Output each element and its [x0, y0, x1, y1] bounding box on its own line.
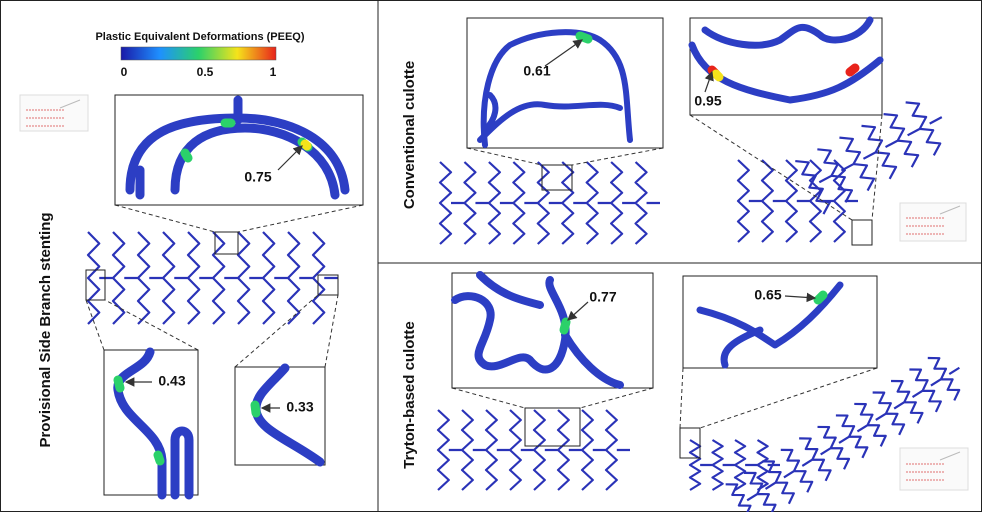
stent — [440, 162, 660, 244]
inset: 0.61 — [467, 18, 663, 148]
figure: Plastic Equivalent Deformations (PEEQ) 0… — [0, 0, 982, 512]
colorbar — [121, 47, 276, 60]
inset: 0.43 — [104, 350, 198, 495]
annotation: 0.77 — [589, 289, 616, 305]
stent — [438, 410, 630, 490]
thumbnail — [20, 95, 88, 131]
thumbnail — [900, 203, 966, 241]
colorbar-label: 0.5 — [197, 65, 214, 79]
annotation: 0.61 — [523, 63, 550, 79]
annotation: 0.95 — [694, 93, 721, 109]
inset: 0.95 — [690, 18, 882, 115]
colorbar-label: 1 — [270, 65, 277, 79]
inset: 0.77 — [452, 273, 653, 388]
thumbnail — [900, 448, 968, 490]
annotation: 0.43 — [158, 373, 185, 389]
panel-label: Tryton-based culotte — [401, 321, 418, 469]
stent — [738, 160, 858, 242]
colorbar-title: Plastic Equivalent Deformations (PEEQ) — [95, 31, 304, 43]
annotation: 0.33 — [286, 399, 313, 415]
inset: 0.65 — [683, 276, 877, 368]
annotation: 0.75 — [244, 169, 271, 185]
panel-label: Conventional culotte — [401, 61, 418, 209]
inset: 0.75 — [115, 95, 363, 205]
panel-label: Provisional Side Branch stenting — [37, 212, 54, 447]
colorbar-label: 0 — [121, 65, 128, 79]
inset: 0.33 — [235, 367, 325, 465]
annotation: 0.65 — [754, 287, 781, 303]
stent — [690, 440, 780, 490]
